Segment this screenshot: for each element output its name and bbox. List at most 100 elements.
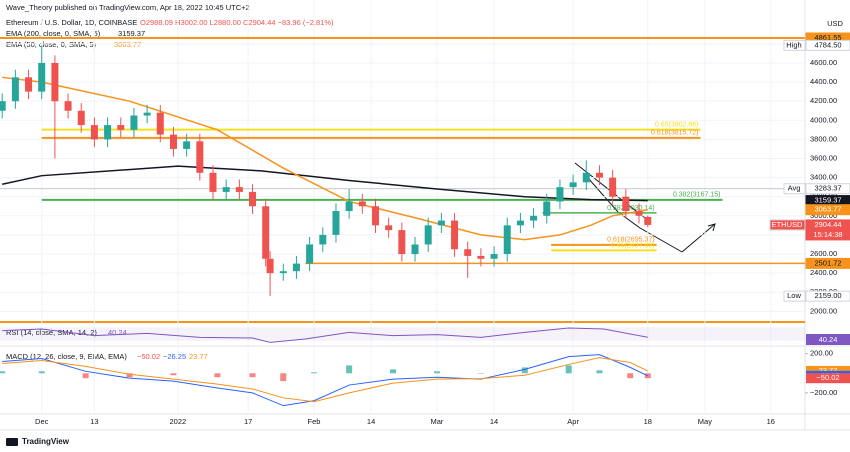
price-badge [805, 183, 850, 195]
candle-body [196, 141, 204, 173]
badge-tag [783, 183, 806, 195]
candle-body [371, 206, 379, 226]
macd-histogram-bar [390, 369, 397, 374]
macd-histogram-bar [0, 371, 6, 374]
macd-histogram-bar [126, 373, 133, 378]
macd-histogram-bar [249, 373, 256, 378]
candle-body [222, 187, 230, 192]
candle-body [156, 112, 164, 135]
level-label: 0.618(3815.72) [651, 130, 698, 137]
level-label: 0.382(3167.15) [673, 192, 720, 199]
price-badge-text: 2159.00 [814, 291, 841, 300]
rsi-band [0, 327, 805, 341]
macd-histogram-bar [38, 371, 45, 374]
candle-body [332, 211, 340, 235]
macd-hist-value: −50.02 [137, 352, 160, 361]
candle-body [51, 62, 59, 102]
candle-body [169, 134, 177, 149]
y-tick-label: 2400.00 [810, 268, 837, 277]
ema50-label: EMA (50, close, 0, SMA, 5) [6, 40, 97, 49]
macd-histogram-bar [596, 370, 603, 374]
candle-body [292, 263, 300, 272]
y-tick-label: 4400.00 [810, 77, 837, 86]
price-badge [805, 39, 850, 51]
y-tick-label: 4000.00 [810, 115, 837, 124]
candle-body [609, 177, 617, 197]
price-badge-text: 2904.44 [814, 220, 841, 229]
macd-value: −26.25 [163, 352, 186, 361]
candle-body [183, 141, 191, 149]
rsi-line [2, 327, 648, 343]
signal-line [2, 357, 648, 403]
x-tick-label: 17 [244, 417, 252, 426]
macd-tick-label: 200.00 [810, 349, 833, 358]
candle-body [437, 220, 445, 226]
candle-body [0, 101, 6, 111]
price-badge-sub: 15:14:38 [813, 230, 842, 239]
logo-icon [6, 438, 18, 446]
candle-body [306, 244, 314, 264]
y-tick-label: 3600.00 [810, 153, 837, 162]
y-tick-label: 3800.00 [810, 134, 837, 143]
logo: TradingView [22, 437, 70, 446]
candle-body [451, 220, 459, 250]
candle-body [464, 249, 472, 256]
rsi-badge [806, 334, 850, 345]
badge-tag-text: High [786, 40, 801, 49]
candle-body [77, 110, 85, 126]
ema50-value: 3063.77 [114, 40, 141, 49]
price-badge [805, 204, 850, 216]
candle-body [90, 125, 98, 140]
ema-line [2, 76, 648, 241]
macd-badge [806, 373, 850, 384]
price-badge-text: 4784.50 [814, 40, 841, 49]
y-tick-label: 4200.00 [810, 96, 837, 105]
price-badge-text: 3063.77 [814, 205, 841, 214]
candle-body [319, 234, 327, 245]
badge-tag [769, 219, 806, 231]
candle-body [569, 182, 577, 188]
price-badge [805, 257, 850, 269]
candle-body [143, 112, 151, 116]
ohlc: O2988.09 H3002.00 L2880.00 C2904.44 −83.… [140, 18, 334, 27]
level-label: 0.618(2695.37) [607, 237, 654, 244]
badge-tag [783, 290, 806, 302]
badge-tag-text: Low [787, 291, 801, 300]
symbol: Ethereum / U.S. Dollar, 1D, COINBASE [6, 18, 137, 27]
candle-body [477, 255, 485, 259]
y-tick-label: 2000.00 [810, 306, 837, 315]
price-badge-text: 4861.55 [814, 33, 841, 42]
macd-tick-label: −200.00 [810, 388, 837, 397]
x-tick-label: Apr [567, 417, 579, 426]
candle-body [424, 225, 432, 245]
candle-body [503, 225, 511, 255]
x-tick-label: 16 [767, 417, 775, 426]
badge-tag-text: ETHUSD [772, 220, 803, 229]
candle-body [595, 172, 603, 178]
candle-body [530, 215, 538, 221]
macd-histogram-bar [170, 373, 177, 376]
rsi-label: RSI (14, close, SMA, 14, 2) [6, 328, 97, 337]
x-tick-label: 13 [90, 417, 98, 426]
candle-body [543, 201, 551, 216]
candle-body [104, 125, 112, 140]
price-badge-text: 3159.37 [814, 196, 841, 205]
price-badge [805, 290, 850, 302]
candle-body [25, 77, 33, 92]
x-tick-label: 18 [644, 417, 652, 426]
macd-histogram-bar [565, 365, 572, 374]
macd-histogram-bar [433, 371, 440, 374]
rsi-badge-text: 40.24 [819, 335, 838, 344]
candle-body [582, 172, 590, 183]
macd-label: MACD (12, 26, close, 9, EMA, EMA) [6, 352, 127, 361]
badge-tag-text: Avg [788, 184, 801, 193]
currency: USD [827, 19, 843, 28]
candle-body [385, 225, 393, 231]
rsi-value: 40.24 [108, 328, 127, 337]
candle-body [345, 201, 353, 212]
level-label: 0.65(2637.69) [611, 242, 655, 249]
candle-body [358, 201, 366, 207]
publisher: Wave_Theory published on TradingView.com… [6, 3, 250, 12]
candle-body [279, 271, 287, 274]
